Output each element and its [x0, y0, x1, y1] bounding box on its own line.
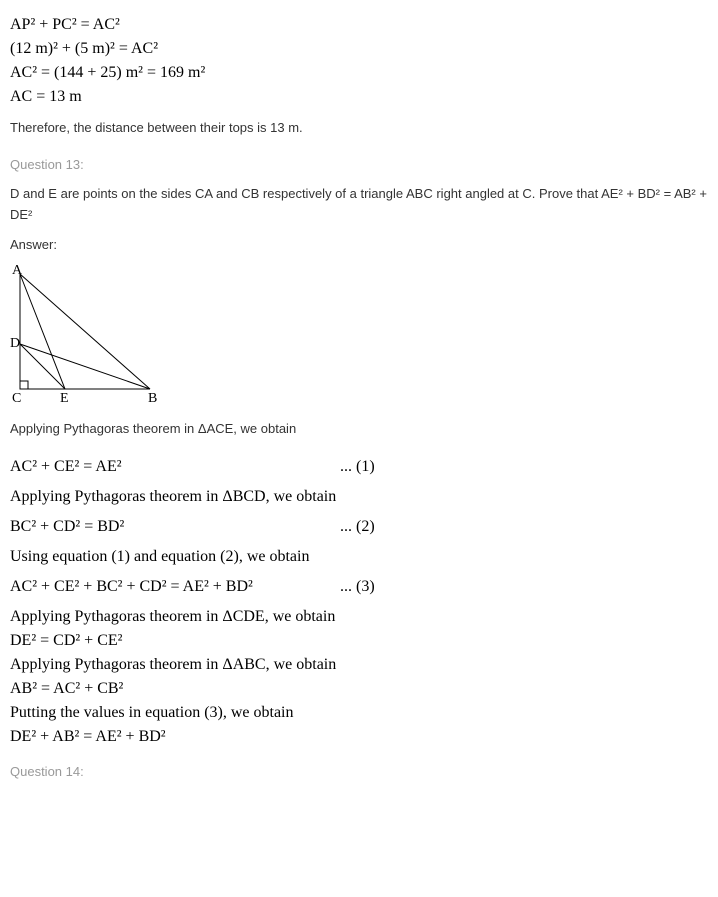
vertex-c-label: C	[12, 391, 21, 404]
q14-heading: Question 14:	[10, 764, 708, 779]
q13-eq1-num: ... (1)	[340, 458, 375, 476]
q13-eq3-row: AC² + CE² + BC² + CD² = AE² + BD² ... (3…	[10, 572, 708, 602]
q13-eq1: AC² + CE² = AE²	[10, 458, 340, 476]
q13-step4: Applying Pythagoras theorem in ΔCDE, we …	[10, 608, 708, 626]
q13-eq1-row: AC² + CE² = AE² ... (1)	[10, 452, 708, 482]
q13-eq4: DE² = CD² + CE²	[10, 632, 708, 650]
vertex-d-label: D	[10, 336, 20, 351]
intro-eq1: AP² + PC² = AC²	[10, 16, 708, 34]
q13-step5: Applying Pythagoras theorem in ΔABC, we …	[10, 656, 708, 674]
q13-eq6: DE² + AB² = AE² + BD²	[10, 728, 708, 746]
q13-eq5: AB² = AC² + CB²	[10, 680, 708, 698]
intro-eq4: AC = 13 m	[10, 88, 708, 106]
q13-eq3: AC² + CE² + BC² + CD² = AE² + BD²	[10, 578, 340, 596]
q13-eq2-row: BC² + CD² = BD² ... (2)	[10, 512, 708, 542]
q13-eq2: BC² + CD² = BD²	[10, 518, 340, 536]
q13-prompt: D and E are points on the sides CA and C…	[10, 184, 708, 226]
intro-conclusion: Therefore, the distance between their to…	[10, 118, 708, 139]
intro-eq3: AC² = (144 + 25) m² = 169 m²	[10, 64, 708, 82]
q13-step3: Using equation (1) and equation (2), we …	[10, 548, 708, 566]
vertex-b-label: B	[148, 391, 157, 404]
q13-eq2-num: ... (2)	[340, 518, 375, 536]
q13-heading: Question 13:	[10, 157, 708, 172]
q13-answer-label: Answer:	[10, 237, 708, 252]
vertex-a-label: A	[12, 264, 23, 278]
intro-eq2: (12 m)² + (5 m)² = AC²	[10, 40, 708, 58]
triangle-svg: A D C E B	[10, 264, 170, 404]
q13-step1: Applying Pythagoras theorem in ΔACE, we …	[10, 419, 708, 440]
q13-step6: Putting the values in equation (3), we o…	[10, 704, 708, 722]
q13-eq3-num: ... (3)	[340, 578, 375, 596]
q13-step2: Applying Pythagoras theorem in ΔBCD, we …	[10, 488, 708, 506]
vertex-e-label: E	[60, 391, 69, 404]
triangle-diagram: A D C E B	[10, 264, 708, 407]
